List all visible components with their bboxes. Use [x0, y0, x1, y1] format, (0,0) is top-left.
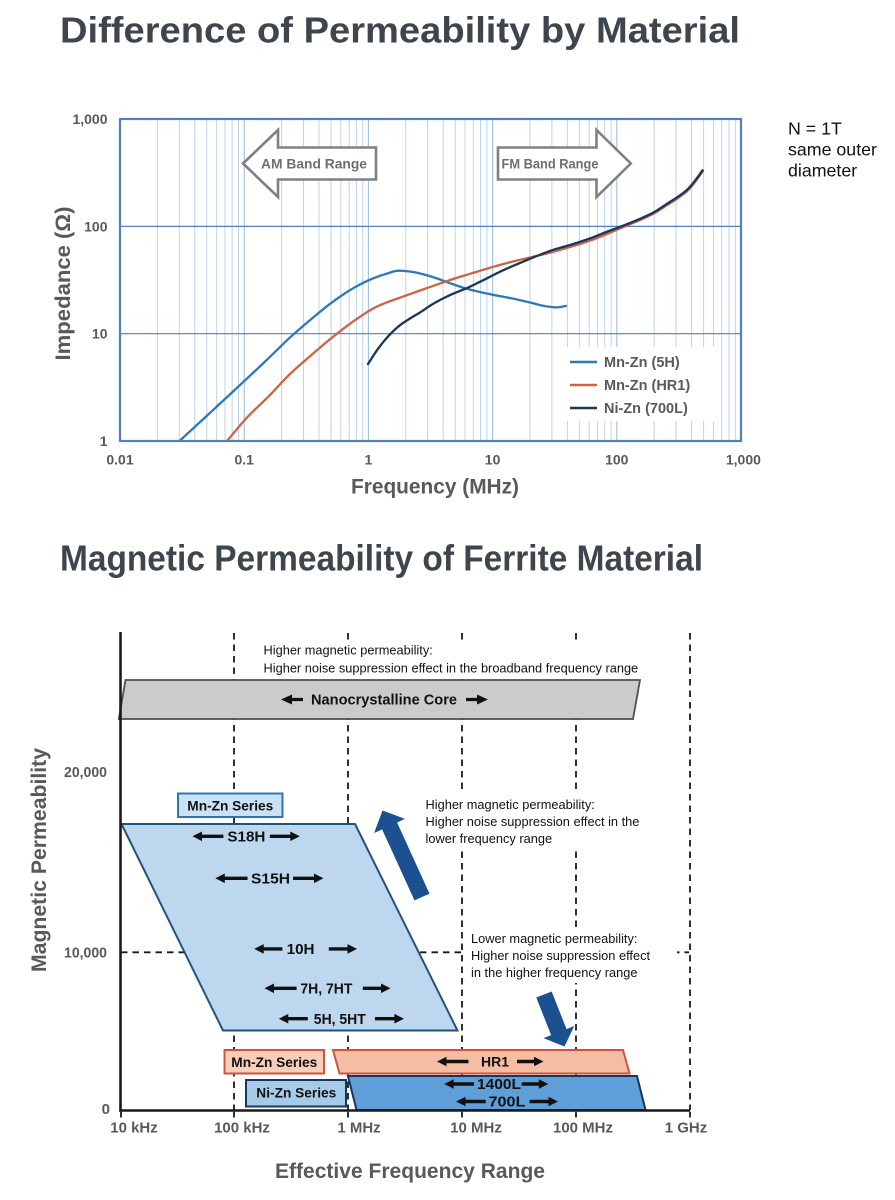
- svg-text:N = 1T: N = 1T: [788, 119, 842, 139]
- svg-text:FM Band Range: FM Band Range: [502, 156, 599, 171]
- svg-text:10: 10: [92, 326, 108, 342]
- svg-text:0: 0: [102, 1101, 110, 1118]
- svg-text:10 kHz: 10 kHz: [110, 1119, 158, 1136]
- svg-text:1: 1: [365, 452, 373, 468]
- svg-text:10: 10: [485, 452, 501, 468]
- svg-text:1,000: 1,000: [72, 111, 107, 127]
- svg-text:5H, 5HT: 5H, 5HT: [314, 1011, 366, 1028]
- svg-text:Mn-Zn (5H): Mn-Zn (5H): [604, 355, 680, 371]
- svg-text:lower frequency range: lower frequency range: [426, 831, 553, 846]
- svg-text:Effective Frequency Range: Effective Frequency Range: [275, 1160, 545, 1183]
- svg-text:AM Band Range: AM Band Range: [261, 156, 367, 171]
- svg-text:0.01: 0.01: [106, 452, 133, 468]
- svg-text:Magnetic Permeability: Magnetic Permeability: [28, 748, 51, 972]
- svg-text:Magnetic Permeability of Ferri: Magnetic Permeability of Ferrite Materia…: [60, 538, 703, 579]
- svg-text:S15H: S15H: [251, 870, 290, 887]
- svg-text:10H: 10H: [287, 941, 315, 958]
- svg-text:1 GHz: 1 GHz: [665, 1119, 708, 1136]
- svg-text:Mn-Zn Series: Mn-Zn Series: [187, 797, 273, 813]
- svg-text:Impedance (Ω): Impedance (Ω): [52, 207, 75, 361]
- svg-text:10 MHz: 10 MHz: [450, 1119, 502, 1136]
- svg-text:10,000: 10,000: [64, 945, 107, 962]
- svg-text:same outer: same outer: [788, 140, 877, 160]
- svg-text:Nanocrystalline Core: Nanocrystalline Core: [311, 691, 457, 708]
- svg-text:Higher noise suppression effec: Higher noise suppression effect: [471, 948, 650, 963]
- svg-text:1 MHz: 1 MHz: [337, 1119, 380, 1136]
- svg-text:1,000: 1,000: [726, 452, 761, 468]
- svg-text:Higher magnetic permeability:: Higher magnetic permeability:: [426, 797, 595, 812]
- svg-text:Ni-Zn (700L): Ni-Zn (700L): [604, 401, 688, 417]
- svg-text:700L: 700L: [489, 1094, 526, 1111]
- svg-text:100: 100: [84, 218, 108, 234]
- svg-text:Higher magnetic permeability:: Higher magnetic permeability:: [264, 643, 433, 658]
- svg-text:Higher noise suppression effec: Higher noise suppression effect in the: [426, 814, 640, 829]
- svg-text:0.1: 0.1: [234, 452, 254, 468]
- svg-text:Higher noise suppression effec: Higher noise suppression effect in the b…: [264, 661, 639, 676]
- svg-text:20,000: 20,000: [64, 764, 107, 781]
- svg-text:Frequency (MHz): Frequency (MHz): [351, 476, 519, 499]
- svg-text:diameter: diameter: [788, 161, 857, 181]
- svg-text:7H, 7HT: 7H, 7HT: [300, 980, 352, 997]
- svg-text:100: 100: [605, 452, 629, 468]
- svg-text:Lower magnetic permeability:: Lower magnetic permeability:: [471, 931, 637, 946]
- svg-text:HR1: HR1: [481, 1054, 509, 1070]
- svg-text:1: 1: [100, 433, 108, 449]
- svg-text:100 kHz: 100 kHz: [214, 1119, 270, 1136]
- svg-text:Mn-Zn (HR1): Mn-Zn (HR1): [604, 378, 690, 394]
- svg-text:S18H: S18H: [227, 828, 265, 845]
- svg-text:in the higher frequency range: in the higher frequency range: [471, 965, 637, 980]
- svg-text:Ni-Zn Series: Ni-Zn Series: [256, 1084, 336, 1100]
- svg-text:Mn-Zn Series: Mn-Zn Series: [231, 1054, 317, 1070]
- svg-text:1400L: 1400L: [477, 1076, 521, 1093]
- svg-text:100 MHz: 100 MHz: [553, 1119, 613, 1136]
- svg-text:Difference of Permeability by: Difference of Permeability by Material: [60, 10, 740, 51]
